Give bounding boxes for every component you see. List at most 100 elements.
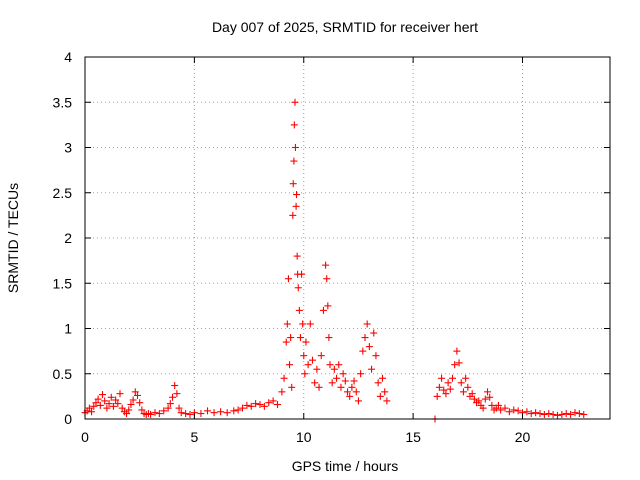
data-point [319, 306, 327, 314]
data-point [155, 410, 163, 418]
data-point [510, 406, 518, 414]
data-point [481, 395, 489, 403]
data-point [341, 377, 349, 385]
y-tick-label: 4 [64, 49, 72, 65]
data-point [462, 374, 470, 382]
data-point [131, 388, 139, 396]
data-point [292, 202, 300, 210]
data-point [470, 395, 478, 403]
data-point [554, 411, 561, 419]
data-point [302, 338, 310, 346]
data-point [278, 388, 286, 396]
data-point [440, 386, 448, 394]
data-point [171, 382, 179, 390]
data-point [323, 275, 331, 283]
data-point [359, 347, 367, 355]
data-point [370, 329, 378, 337]
data-point [239, 404, 246, 412]
data-point [301, 370, 309, 378]
data-point [169, 393, 176, 401]
data-point [346, 392, 354, 400]
data-point [151, 409, 159, 417]
data-point [438, 374, 446, 382]
y-tick-label: 3 [64, 140, 72, 156]
x-tick-label: 20 [515, 429, 531, 445]
data-point [304, 361, 312, 369]
data-point [123, 410, 131, 418]
data-point [361, 334, 369, 342]
data-point [289, 211, 297, 219]
y-tick-label: 0 [64, 411, 72, 427]
data-point [291, 98, 299, 106]
data-point [112, 396, 120, 404]
data-point [288, 383, 296, 391]
x-axis-label: GPS time / hours [292, 458, 399, 474]
data-point [446, 385, 454, 393]
data-point [118, 404, 126, 412]
y-tick-label: 3.5 [53, 94, 73, 110]
data-point [147, 410, 155, 418]
axis-ticks [84, 56, 610, 420]
data-point [484, 388, 491, 396]
data-point [451, 361, 459, 369]
data-point [223, 409, 231, 417]
data-point [234, 406, 242, 414]
data-point [296, 334, 304, 342]
data-point [379, 374, 386, 382]
data-point [217, 408, 225, 416]
data-point [290, 121, 298, 129]
data-point [337, 383, 345, 391]
data-point [433, 392, 441, 400]
data-point [230, 407, 238, 415]
data-point [352, 388, 360, 396]
data-point [381, 388, 389, 396]
data-point [435, 383, 443, 391]
data-point [313, 365, 321, 373]
data-point [186, 410, 194, 418]
data-point [324, 302, 332, 310]
data-point [107, 393, 115, 401]
data-point [252, 400, 260, 408]
data-point [494, 401, 502, 409]
data-point [442, 390, 450, 398]
data-point [300, 352, 308, 360]
data-point [354, 397, 362, 405]
x-tick-label: 15 [405, 429, 421, 445]
data-point [101, 397, 109, 405]
data-point [134, 391, 141, 399]
data-point [129, 396, 137, 404]
data-point [311, 379, 319, 387]
data-point [109, 402, 117, 410]
data-point [368, 365, 376, 373]
data-point [96, 401, 104, 409]
data-point [455, 359, 463, 367]
data-point [160, 407, 168, 415]
data-point [372, 352, 380, 360]
data-point [527, 410, 535, 418]
data-point [293, 252, 301, 260]
data-point [339, 370, 347, 378]
data-point [173, 390, 181, 398]
data-point [247, 402, 255, 410]
data-point [488, 401, 496, 409]
data-point [376, 392, 384, 400]
data-point [449, 374, 456, 382]
data-point [125, 406, 133, 414]
data-point [94, 395, 102, 403]
data-point [269, 397, 277, 405]
data-point [283, 320, 291, 328]
data-point [286, 361, 294, 369]
data-point [505, 408, 513, 416]
y-tick-label: 2.5 [53, 185, 73, 201]
data-point [363, 320, 371, 328]
data-point [333, 374, 341, 382]
data-point [306, 320, 314, 328]
data-point [326, 361, 334, 369]
data-point [295, 306, 303, 314]
y-tick-label: 1.5 [53, 275, 73, 291]
grid [85, 57, 610, 419]
data-point [459, 388, 467, 396]
y-tick-label: 1 [64, 321, 72, 337]
data-point [567, 410, 575, 418]
